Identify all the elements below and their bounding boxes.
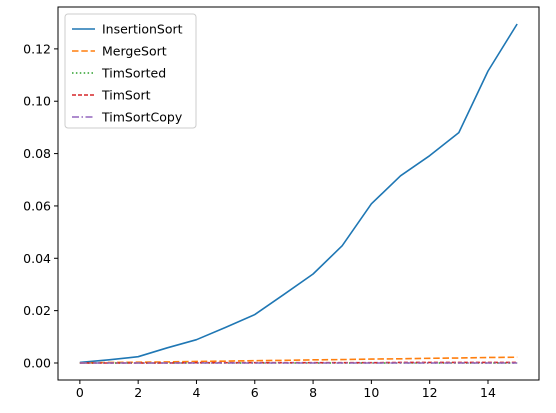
y-tick-label: 0.06 bbox=[23, 198, 51, 213]
x-tick-label: 8 bbox=[309, 385, 317, 400]
series-line-mergesort bbox=[79, 356, 518, 364]
legend-label-timsort: TimSort bbox=[101, 88, 151, 103]
y-tick-label: 0.08 bbox=[23, 146, 51, 161]
legend: InsertionSort MergeSort TimSorted TimSort Ti… bbox=[64, 13, 197, 129]
y-tick-label: 0.10 bbox=[23, 94, 51, 109]
axes-frame bbox=[57, 6, 540, 381]
y-tick-label: 0.00 bbox=[23, 355, 51, 370]
legend-label-insertionsort: InsertionSort bbox=[102, 22, 183, 37]
legend-label-timsortcopy: TimSortCopy bbox=[101, 110, 183, 125]
legend-label-timsorted: TimSorted bbox=[101, 66, 166, 81]
y-tick-label: 0.04 bbox=[23, 251, 51, 266]
series-line-insertionsort bbox=[79, 23, 518, 364]
legend-label-mergesort: MergeSort bbox=[102, 44, 167, 59]
y-tick-label: 0.02 bbox=[23, 303, 51, 318]
axes-layer: 0 2 4 6 8 10 12 14 0.00 0.02 0.04 0.06 0.08 0.10 0.12 bbox=[23, 6, 540, 400]
x-tick-label: 2 bbox=[134, 385, 142, 400]
x-tick-label: 10 bbox=[363, 385, 379, 400]
series-layer bbox=[79, 23, 518, 364]
x-tick-label: 6 bbox=[251, 385, 259, 400]
y-tick-label: 0.12 bbox=[23, 41, 51, 56]
x-tick-label: 12 bbox=[422, 385, 438, 400]
x-tick-label: 0 bbox=[76, 385, 84, 400]
x-tick-label: 4 bbox=[192, 385, 200, 400]
x-tick-label: 14 bbox=[480, 385, 496, 400]
legend-box bbox=[64, 13, 197, 129]
